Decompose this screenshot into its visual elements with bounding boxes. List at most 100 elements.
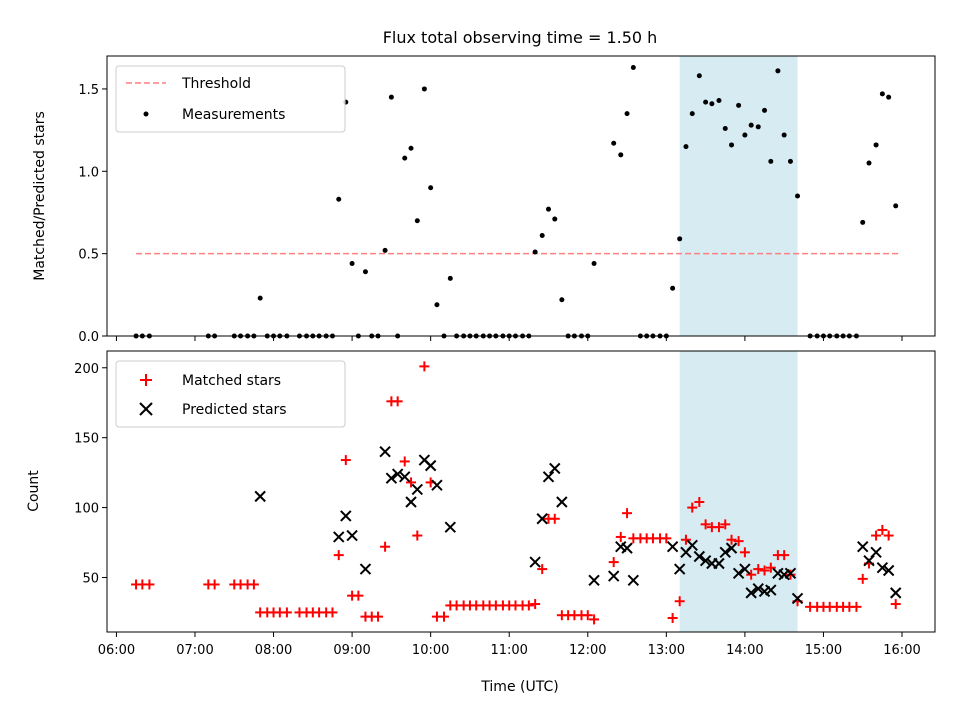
matched-point [419,361,430,372]
top-y-axis-label: Matched/Predicted stars [32,111,48,281]
measurement-point [716,97,722,103]
matched-point [392,396,403,407]
top-panel: 0.0 0.5 1.0 1.5 Matched/Predicted stars Thr… [32,55,936,345]
matched-point [680,534,691,545]
measurement-point [257,295,263,301]
predicted-point [549,462,561,475]
predicted-point [725,542,738,554]
measurement-point [670,285,676,291]
matched-point [327,607,338,618]
matched-point [439,611,450,622]
matched-point [209,579,220,590]
legend-matched-swatch [140,374,152,386]
predicted-point [686,539,698,552]
predicted-point [666,541,679,553]
matched-point [380,541,391,552]
measurement-point [447,275,453,281]
measurement-point [879,91,885,97]
predicted-point [752,582,764,595]
predicted-point [536,513,548,525]
legend-predicted-label: Predicted stars [182,402,287,418]
x-tick-label: 16:00 [883,643,920,658]
predicted-point [890,587,902,599]
y-tick-label: 200 [74,362,99,377]
measurement-point [545,206,551,212]
matched-point [746,569,757,580]
matched-point [883,530,894,541]
matched-point [399,456,410,467]
predicted-point [411,483,424,496]
matched-point [733,536,744,547]
bottom-highlight-span [679,351,798,632]
matched-point [700,519,711,530]
matched-point [406,477,417,488]
matched-point [759,565,770,576]
matched-point [608,557,619,568]
matched-point [549,513,560,524]
predicted-point [732,567,745,579]
predicted-point [791,592,804,605]
predicted-point [340,510,352,522]
matched-point [890,599,901,610]
matched-point [726,534,737,545]
predicted-point [399,471,411,483]
x-tick-label: 14:00 [726,643,763,658]
legend-measurements-swatch [143,111,149,117]
matched-point [340,455,351,466]
legend-threshold-label: Threshold [181,76,251,92]
predicted-point [627,574,640,586]
bottom-series [131,361,902,625]
matched-point [667,613,678,624]
x-tick-label: 08:00 [255,643,292,658]
predicted-point [405,496,417,508]
measurement-point [860,219,866,225]
matched-point [687,502,698,513]
measurement-point [873,142,879,148]
measurement-point [611,140,617,146]
y-tick-label: 0.5 [78,248,99,263]
measurement-point [539,233,545,239]
predicted-point [719,546,731,559]
measurement-point [552,216,558,222]
measurement-point [388,94,394,100]
measurement-point [618,152,624,158]
measurement-point [886,94,892,100]
predicted-point [385,472,398,484]
matched-point [851,601,862,612]
matched-point [694,496,705,507]
measurement-point [755,124,761,130]
measurement-point [624,111,630,117]
matched-point [753,564,764,575]
matched-point [857,573,868,584]
predicted-point [254,490,266,503]
matched-point [661,533,672,544]
predicted-point [673,563,686,575]
legend-matched-label: Matched stars [182,373,281,389]
predicted-point [424,459,437,472]
measurement-point [748,122,754,128]
matched-point [530,599,541,610]
bottom-legend-box [115,360,346,428]
measurement-point [434,302,440,308]
predicted-point [699,554,712,567]
predicted-point [882,564,895,577]
matched-point [720,519,731,530]
predicted-point [745,587,757,599]
predicted-point [556,496,568,508]
measurement-point [336,196,342,202]
matched-point [779,550,790,561]
measurement-point [696,73,702,79]
x-tick-label: 07:00 [176,643,213,658]
measurement-point [781,132,787,138]
predicted-point [784,567,797,579]
bottom-panel: 50 100 150 200 06:00 07:00 08:00 09:00 10:00 11:… [26,350,936,695]
y-tick-label: 100 [74,502,99,517]
measurement-point [630,65,636,71]
measurement-point [742,132,748,138]
matched-point [622,508,633,519]
measurement-point [559,297,565,303]
measurement-point [703,99,709,105]
measurement-point [762,107,768,113]
measurement-point [893,203,899,209]
matched-point [373,611,384,622]
